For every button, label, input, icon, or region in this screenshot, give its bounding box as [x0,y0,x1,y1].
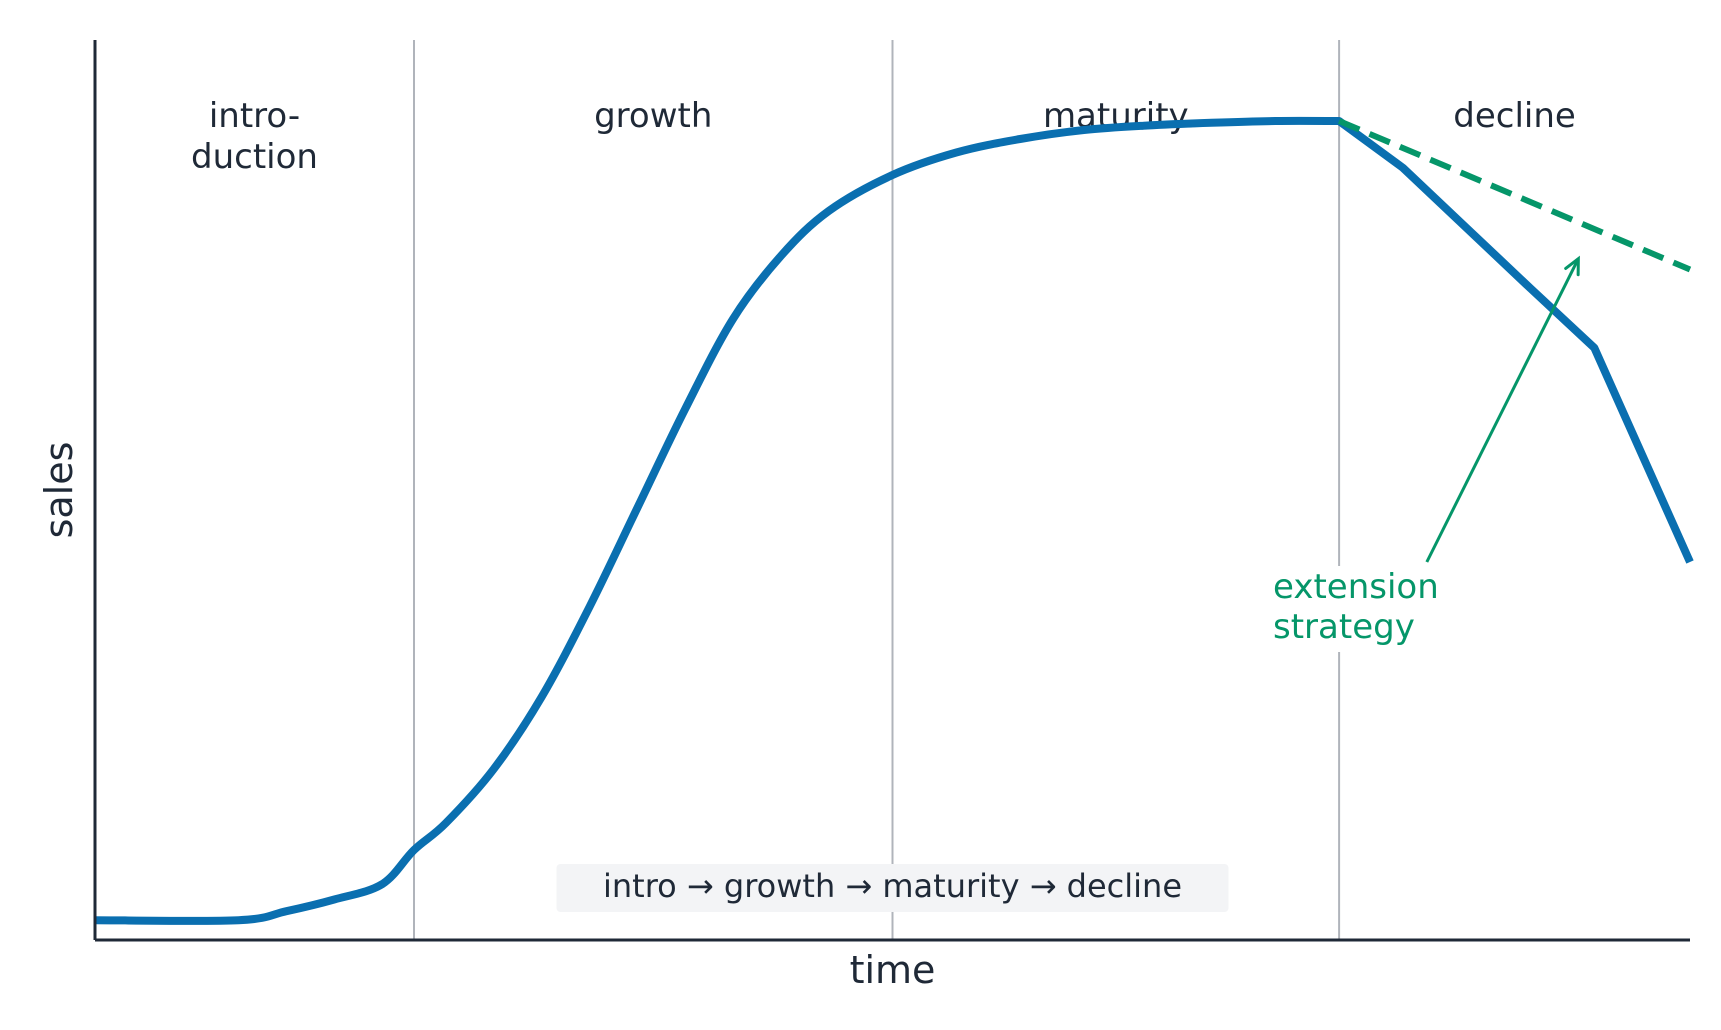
annotation-arrowhead [1564,255,1580,277]
stage-label-line: decline [1453,96,1576,136]
annotation-arrow [1425,258,1580,563]
series-line-solid [94,116,1694,925]
series-line-dashed [1337,118,1692,273]
axes: time sales [37,40,1690,992]
stage-label-1: intro-duction [191,96,318,177]
stage-label-2: growth [594,96,712,136]
annotation-label-line: extension [1273,567,1439,607]
x-axis-label: time [850,948,936,992]
series-lines [94,116,1694,925]
annotation-label-line: strategy [1273,607,1415,647]
summary-box-background [556,864,1229,912]
annotation-label-background [1268,566,1458,652]
stage-label-line: intro- [209,96,300,136]
y-axis-label: sales [37,442,81,539]
annotation-label: extension strategy [1273,567,1439,647]
stage-label-line: duction [191,137,318,177]
stage-label-line: growth [594,96,712,136]
annotations: extension strategy [1268,255,1580,652]
stage-dividers [413,40,1341,940]
summary-box: intro → growth → maturity → decline [556,864,1229,912]
summary-box-text: intro → growth → maturity → decline [603,867,1182,905]
stage-label-4: decline [1453,96,1576,136]
